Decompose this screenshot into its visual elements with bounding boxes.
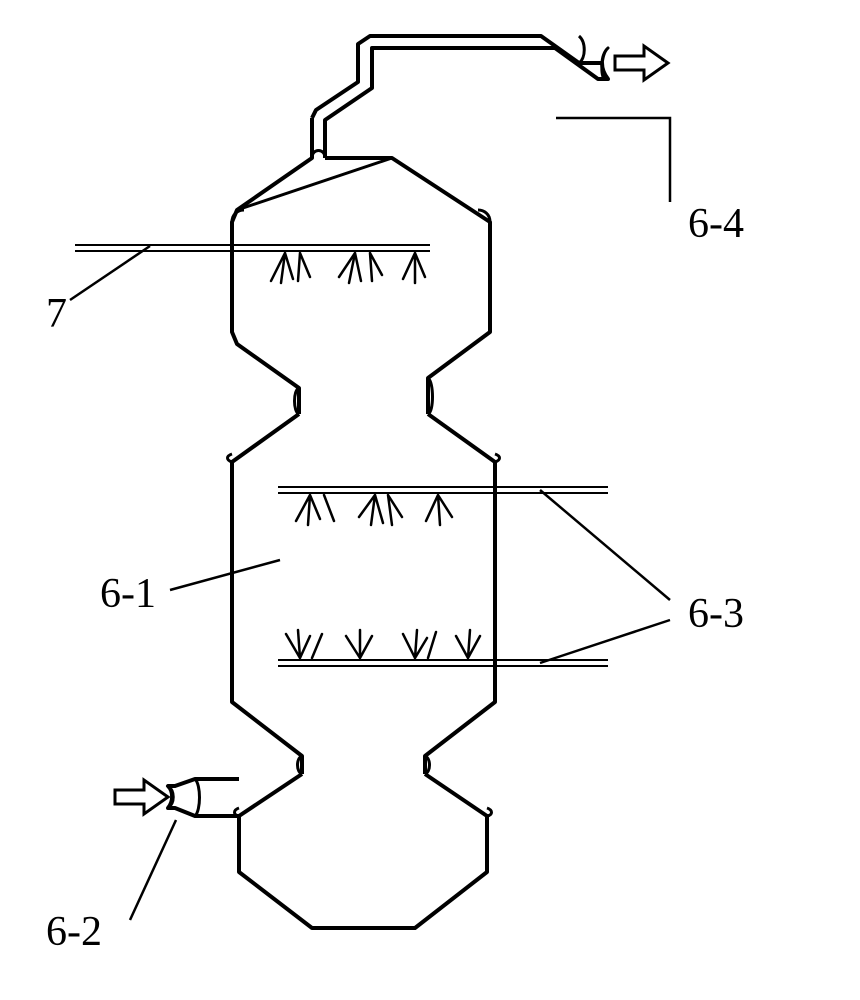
label-6-1: 6-1 [100,570,156,618]
diagram-canvas [0,0,860,1000]
spray-marks [271,253,480,658]
label-6-4: 6-4 [688,200,744,248]
label-6-3: 6-3 [688,590,744,638]
label-6-2: 6-2 [46,908,102,956]
label-7: 7 [46,290,67,338]
flow-arrows [115,46,668,814]
vessel-outline [168,36,608,928]
